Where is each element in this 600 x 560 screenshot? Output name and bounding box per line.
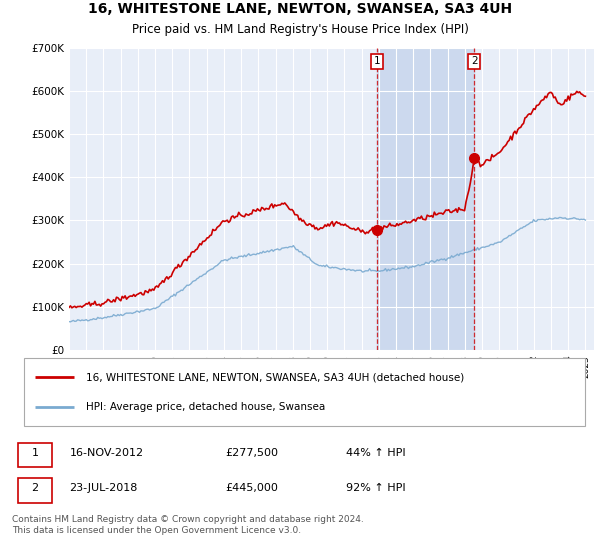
Text: 44% ↑ HPI: 44% ↑ HPI [346, 447, 406, 458]
Text: 16, WHITESTONE LANE, NEWTON, SWANSEA, SA3 4UH: 16, WHITESTONE LANE, NEWTON, SWANSEA, SA… [88, 2, 512, 16]
Text: 16, WHITESTONE LANE, NEWTON, SWANSEA, SA3 4UH (detached house): 16, WHITESTONE LANE, NEWTON, SWANSEA, SA… [86, 372, 464, 382]
FancyBboxPatch shape [18, 478, 52, 503]
Text: 92% ↑ HPI: 92% ↑ HPI [346, 483, 406, 493]
Bar [377, 48, 475, 350]
FancyBboxPatch shape [24, 358, 585, 426]
Text: 16-NOV-2012: 16-NOV-2012 [70, 447, 144, 458]
Text: £277,500: £277,500 [225, 447, 278, 458]
Text: 2: 2 [31, 483, 38, 493]
Text: £445,000: £445,000 [225, 483, 278, 493]
Text: 1: 1 [32, 447, 38, 458]
Text: 2: 2 [471, 56, 478, 66]
Text: HPI: Average price, detached house, Swansea: HPI: Average price, detached house, Swan… [86, 402, 325, 412]
Text: 1: 1 [373, 56, 380, 66]
Text: Price paid vs. HM Land Registry's House Price Index (HPI): Price paid vs. HM Land Registry's House … [131, 23, 469, 36]
Text: Contains HM Land Registry data © Crown copyright and database right 2024.
This d: Contains HM Land Registry data © Crown c… [12, 515, 364, 535]
FancyBboxPatch shape [18, 442, 52, 467]
Text: 23-JUL-2018: 23-JUL-2018 [70, 483, 138, 493]
